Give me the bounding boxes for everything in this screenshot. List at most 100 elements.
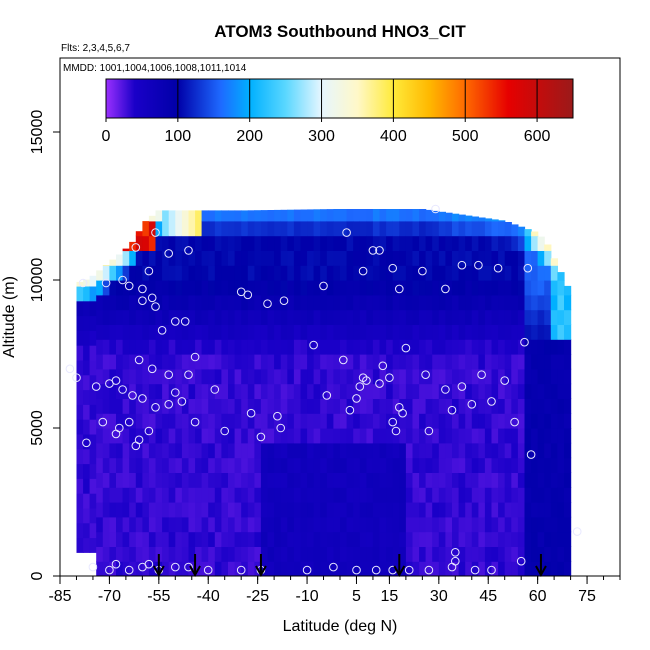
curtain-cell	[484, 354, 493, 370]
curtain-cell	[359, 531, 367, 547]
curtain-cell	[313, 294, 321, 311]
curtain-cell	[326, 561, 334, 576]
curtain-cell	[511, 280, 519, 296]
curtain-cell	[208, 516, 216, 533]
curtain-cell	[379, 561, 387, 576]
curtain-cell	[366, 354, 374, 370]
curtain-cell	[392, 368, 400, 385]
curtain-cell	[340, 339, 348, 355]
curtain-cell	[208, 250, 216, 266]
curtain-cell	[465, 383, 473, 399]
curtain-cell	[188, 472, 196, 488]
curtain-cell	[228, 442, 236, 459]
curtain-cell	[359, 442, 367, 459]
curtain-cell	[537, 442, 545, 459]
curtain-cell	[326, 413, 334, 429]
flight-marker-arrow	[255, 554, 267, 578]
curtain-cell	[260, 502, 269, 518]
curtain-cell	[142, 383, 150, 399]
curtain-cell	[293, 472, 302, 488]
curtain-cell	[399, 516, 407, 533]
curtain-cell	[313, 280, 321, 296]
curtain-cell	[544, 265, 552, 281]
observation-point	[138, 394, 147, 403]
curtain-cell	[142, 472, 150, 488]
curtain-cell	[386, 209, 394, 222]
curtain-cell	[109, 487, 117, 503]
curtain-cell	[313, 457, 321, 473]
curtain-cell	[260, 220, 269, 237]
curtain-cell	[102, 265, 110, 281]
curtain-cell	[484, 324, 493, 340]
curtain-cell	[471, 294, 479, 311]
curtain-cell	[326, 339, 334, 355]
curtain-cell	[399, 502, 407, 518]
curtain-cell	[201, 383, 209, 399]
curtain-cell	[181, 250, 190, 266]
curtain-cell	[412, 324, 420, 340]
curtain-cell	[504, 280, 512, 296]
curtain-cell	[148, 531, 157, 547]
curtain-cell	[544, 250, 552, 266]
curtain-cell	[300, 368, 308, 385]
curtain-cell	[372, 472, 381, 488]
curtain-cell	[208, 368, 216, 385]
curtain-cell	[228, 324, 236, 340]
curtain-cell	[247, 457, 255, 473]
curtain-cell	[359, 502, 367, 518]
curtain-cell	[241, 546, 249, 562]
curtain-cell	[221, 413, 229, 429]
observation-point	[441, 385, 450, 394]
curtain-cell	[201, 457, 209, 473]
curtain-cell	[83, 345, 91, 361]
curtain-cell	[517, 280, 526, 296]
curtain-cell	[201, 294, 209, 311]
curtain-cell	[320, 280, 328, 296]
x-tick-label: -55	[147, 588, 170, 605]
curtain-cell	[102, 487, 110, 503]
curtain-cell	[379, 383, 387, 399]
curtain-cell	[267, 546, 275, 562]
curtain-cell	[504, 309, 512, 325]
curtain-cell	[452, 213, 460, 222]
curtain-cell	[452, 368, 460, 385]
curtain-cell	[181, 457, 190, 473]
curtain-cell	[195, 442, 203, 459]
curtain-cell	[214, 210, 222, 222]
curtain-cell	[122, 398, 130, 414]
curtain-cell	[366, 339, 374, 355]
curtain-cell	[148, 383, 157, 399]
curtain-cell	[280, 339, 288, 355]
curtain-cell	[234, 309, 242, 325]
curtain-cell	[254, 398, 262, 414]
y-tick-label: 0	[29, 571, 46, 580]
curtain-cell	[544, 561, 552, 576]
curtain-cell	[386, 309, 394, 325]
curtain-cell	[326, 442, 334, 459]
curtain-cell	[504, 398, 512, 414]
curtain-cell	[564, 339, 572, 355]
observation-point	[451, 556, 460, 566]
curtain-cell	[425, 250, 433, 266]
curtain-cell	[208, 220, 216, 237]
curtain-cell	[307, 413, 315, 429]
observation-point	[147, 293, 157, 303]
curtain-cell	[465, 354, 473, 370]
curtain-cell	[346, 324, 354, 340]
curtain-cell	[399, 339, 407, 355]
curtain-cell	[484, 546, 493, 562]
curtain-cell	[346, 265, 354, 281]
curtain-cell	[254, 502, 262, 518]
curtain-cell	[471, 383, 479, 399]
curtain-cell	[484, 487, 493, 503]
observation-point	[467, 400, 477, 409]
curtain-cell	[320, 472, 328, 488]
curtain-cell	[478, 383, 486, 399]
curtain-cell	[366, 561, 374, 576]
curtain-cell	[326, 472, 334, 488]
curtain-cell	[399, 457, 407, 473]
curtain-cell	[162, 487, 170, 503]
curtain-cell	[83, 315, 91, 331]
curtain-cell	[175, 398, 183, 414]
curtain-cell	[96, 487, 104, 503]
